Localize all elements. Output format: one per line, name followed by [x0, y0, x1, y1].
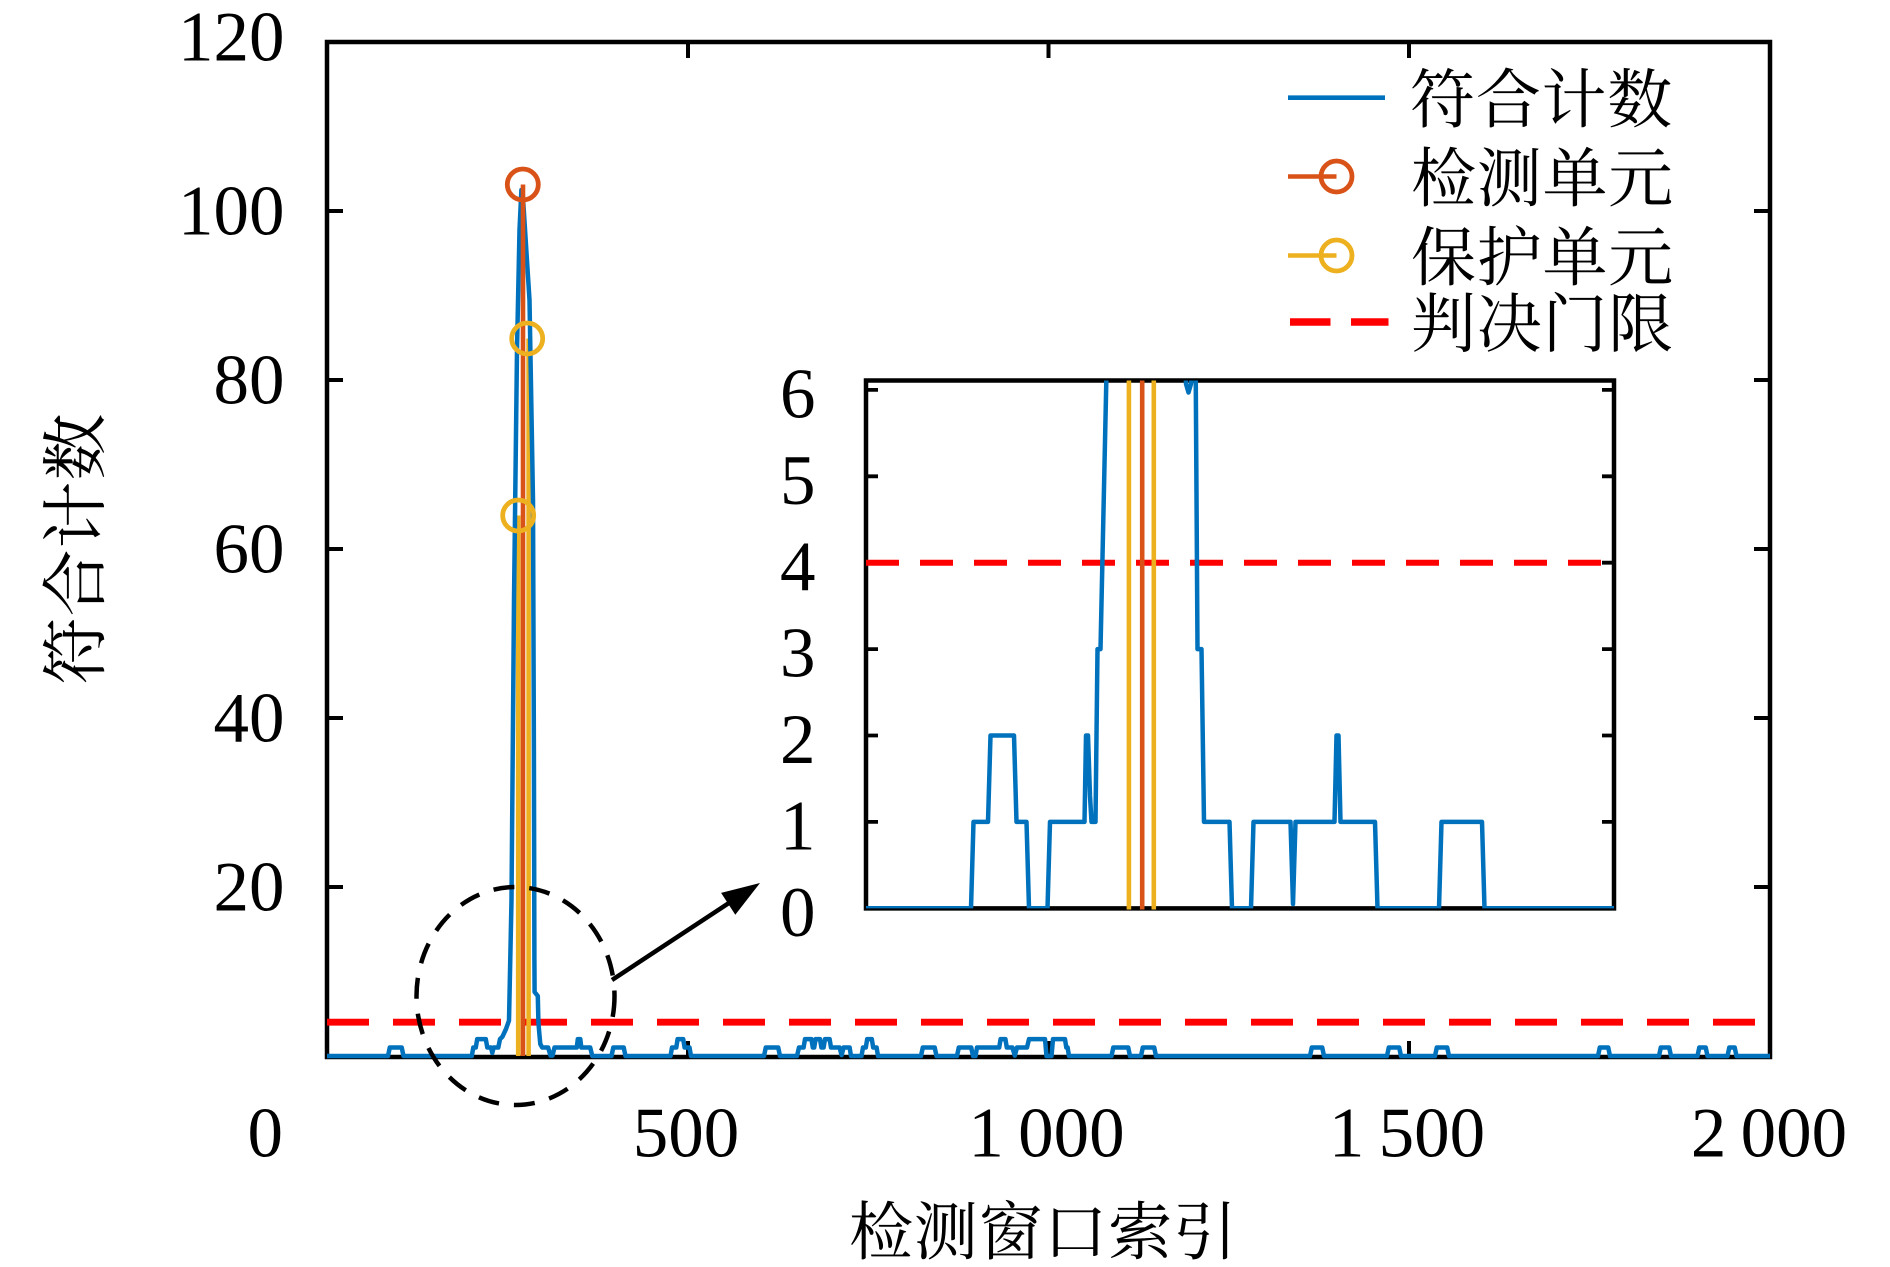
svg-text:1 500: 1 500 [1329, 1095, 1485, 1173]
svg-text:500: 500 [633, 1095, 740, 1173]
svg-text:5: 5 [780, 442, 816, 520]
svg-text:2 000: 2 000 [1691, 1095, 1847, 1173]
svg-text:80: 80 [214, 342, 285, 420]
svg-text:0: 0 [780, 874, 816, 952]
svg-text:3: 3 [780, 615, 816, 693]
svg-text:40: 40 [214, 680, 285, 758]
svg-text:1 000: 1 000 [968, 1095, 1124, 1173]
svg-text:60: 60 [214, 511, 285, 589]
svg-text:100: 100 [178, 173, 285, 251]
svg-text:120: 120 [178, 0, 285, 77]
svg-text:6: 6 [780, 355, 816, 433]
svg-text:20: 20 [214, 849, 285, 927]
svg-text:4: 4 [780, 528, 816, 606]
svg-text:1: 1 [780, 787, 816, 865]
svg-text:2: 2 [780, 701, 816, 779]
svg-text:0: 0 [248, 1095, 284, 1173]
